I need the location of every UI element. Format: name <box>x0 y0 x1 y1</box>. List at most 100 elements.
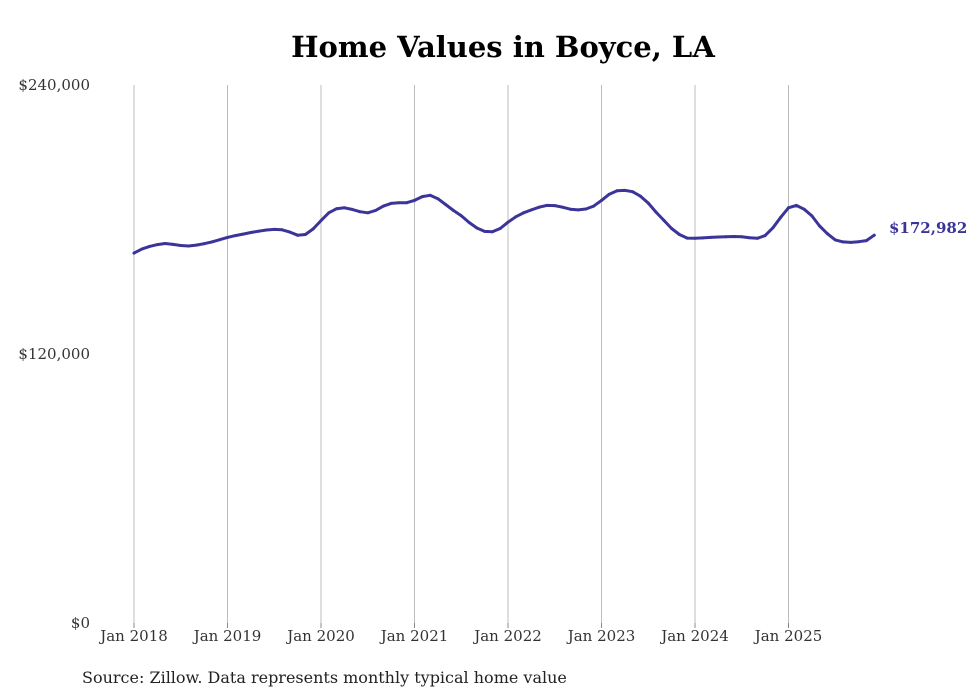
chart-title: Home Values in Boyce, LA <box>291 30 715 64</box>
data-point <box>522 211 526 215</box>
data-point <box>467 220 471 224</box>
data-point <box>646 201 650 205</box>
data-point <box>397 201 401 205</box>
x-tick-label: Jan 2018 <box>98 627 168 645</box>
data-point <box>226 235 229 239</box>
data-point <box>701 236 705 240</box>
gridlines <box>133 85 789 623</box>
data-point <box>545 203 549 207</box>
data-point <box>615 189 619 193</box>
data-point <box>568 207 572 211</box>
data-point <box>405 201 409 205</box>
data-point <box>561 205 564 209</box>
data-point <box>163 242 167 245</box>
data-point <box>233 234 237 238</box>
data-point <box>171 242 175 246</box>
x-tick-label: Jan 2023 <box>566 627 636 645</box>
data-point <box>444 203 448 206</box>
data-point <box>864 239 868 243</box>
data-point <box>794 203 798 207</box>
data-point <box>498 227 502 230</box>
data-point <box>600 198 603 202</box>
data-point <box>155 243 159 247</box>
data-point <box>194 243 198 247</box>
data-point <box>506 220 510 224</box>
data-point <box>740 235 744 239</box>
data-point <box>677 233 681 236</box>
data-point <box>607 192 611 196</box>
data-point <box>132 251 136 255</box>
y-tick-label: $120,000 <box>18 345 90 363</box>
data-point <box>452 209 455 212</box>
data-point <box>732 235 736 238</box>
data-point <box>576 208 580 212</box>
data-point <box>483 229 487 233</box>
data-point <box>374 209 377 212</box>
data-point <box>685 236 689 240</box>
data-point <box>140 247 144 251</box>
data-point <box>553 204 557 208</box>
data-point <box>413 198 416 202</box>
data-point <box>872 233 876 237</box>
data-point <box>529 208 533 212</box>
data-point <box>763 234 767 238</box>
data-point <box>724 235 728 239</box>
data-point <box>381 204 385 208</box>
end-label-layer: $172,982 <box>889 219 967 237</box>
data-point <box>514 215 518 219</box>
y-tick-label: $240,000 <box>18 76 90 94</box>
data-point <box>272 227 276 231</box>
data-point <box>187 244 190 248</box>
data-point <box>428 193 432 197</box>
data-point <box>537 205 541 209</box>
data-point <box>389 201 393 205</box>
data-point <box>148 244 152 248</box>
data-point <box>366 211 370 215</box>
x-tick-label: Jan 2020 <box>285 627 355 645</box>
data-point <box>202 242 206 246</box>
data-point <box>296 233 300 237</box>
data-point <box>670 227 674 230</box>
data-point <box>716 235 720 239</box>
data-point <box>218 238 222 242</box>
x-tick-label: Jan 2024 <box>659 627 729 645</box>
data-point <box>459 214 463 218</box>
data-point <box>490 230 494 234</box>
data-point <box>350 207 354 211</box>
data-point <box>810 214 814 218</box>
data-point <box>755 236 759 240</box>
data-point <box>257 229 261 233</box>
x-tick-label: Jan 2022 <box>472 627 542 645</box>
data-point <box>436 197 440 201</box>
data-point <box>693 236 697 240</box>
data-point <box>288 230 292 234</box>
data-point <box>420 195 424 199</box>
x-axis-ticks: Jan 2018 Jan 2019 Jan 2020 Jan 2021 Jan 2022… <box>98 623 822 645</box>
data-point <box>311 227 315 231</box>
data-point <box>303 233 307 236</box>
data-point <box>748 236 751 240</box>
series-line <box>132 188 876 255</box>
x-tick-label: Jan 2019 <box>192 627 262 645</box>
data-point <box>826 232 829 236</box>
data-point <box>833 238 837 242</box>
data-point <box>818 224 822 228</box>
data-point <box>709 235 713 239</box>
data-point <box>319 219 323 223</box>
data-point <box>779 215 783 219</box>
data-point <box>802 207 806 211</box>
data-point <box>841 240 845 244</box>
data-point <box>857 240 861 244</box>
x-tick-label: Jan 2021 <box>379 627 449 645</box>
x-tick-label: Jan 2025 <box>753 627 823 645</box>
y-axis-ticks: $0 $120,000 $240,000 <box>18 76 90 632</box>
data-point <box>335 207 339 211</box>
data-point <box>358 210 362 214</box>
data-point <box>787 206 790 210</box>
end-value-label: $172,982 <box>889 219 967 237</box>
data-point <box>210 240 214 244</box>
data-point <box>584 207 588 211</box>
data-point <box>631 190 635 194</box>
data-point <box>639 194 642 198</box>
